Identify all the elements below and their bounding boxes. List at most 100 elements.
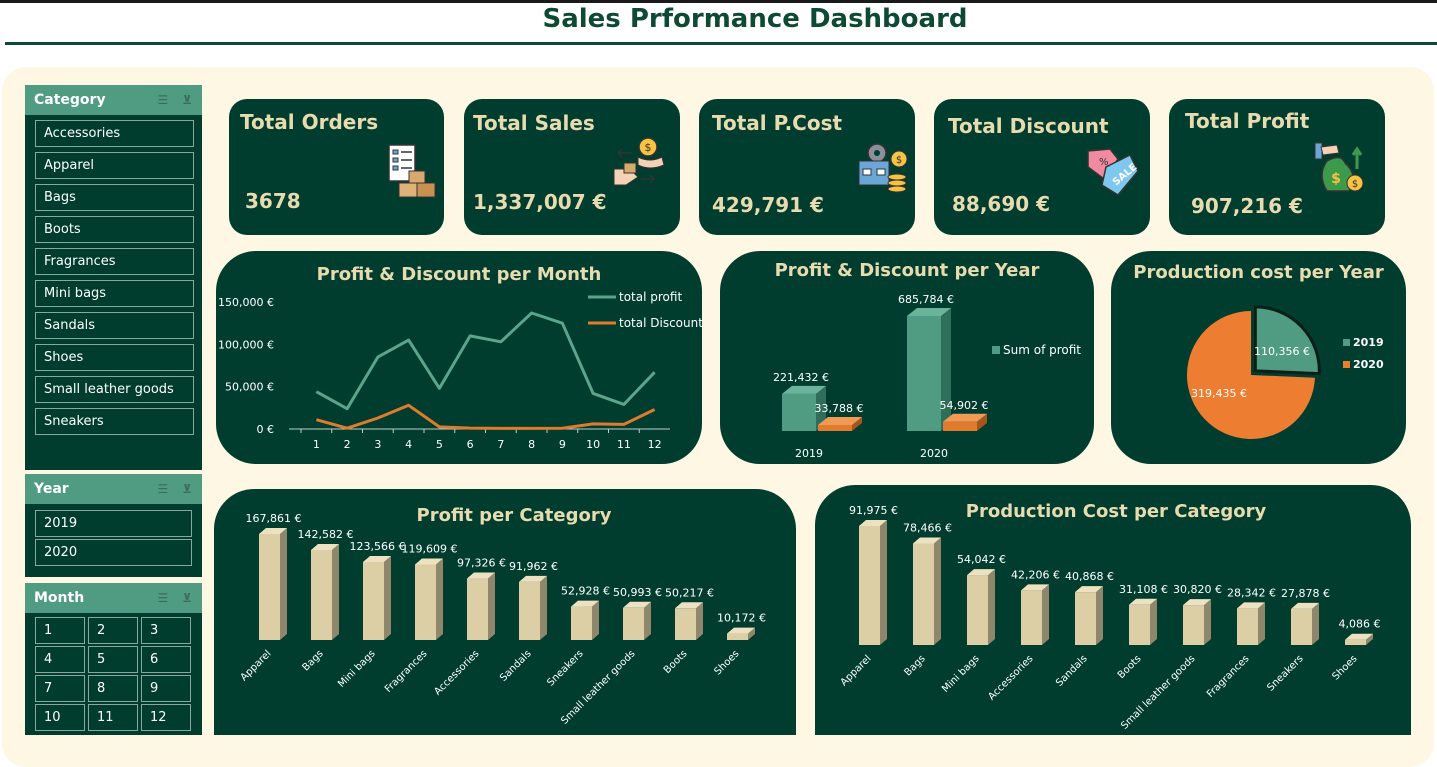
month-option[interactable]: 5 bbox=[88, 646, 138, 673]
yearly-bar-chart-card: Profit & Discount per Year 221,432 € 33,7… bbox=[720, 251, 1094, 464]
category-option[interactable]: Accessories bbox=[35, 120, 194, 147]
svg-text:$: $ bbox=[1331, 171, 1341, 187]
category-option[interactable]: Shoes bbox=[35, 344, 194, 371]
y-tick-label: 150,000 € bbox=[218, 296, 274, 309]
discount-bar-side bbox=[977, 413, 987, 431]
category-bar-top bbox=[415, 558, 443, 565]
multi-select-icon[interactable]: ☰ bbox=[157, 591, 169, 605]
discount-data-label: 54,902 € bbox=[940, 399, 989, 412]
yearly-pie-chart-card: Production cost per Year 110,356 € 319,43… bbox=[1111, 251, 1406, 464]
legend-label-2020: 2020 bbox=[1353, 358, 1384, 371]
profit-data-label: 221,432 € bbox=[773, 371, 829, 384]
year-slicer-title: Year bbox=[34, 481, 69, 497]
x-tick-label: Sandals bbox=[1054, 653, 1090, 689]
x-tick-label: Accessories bbox=[432, 648, 481, 697]
category-option[interactable]: Boots bbox=[35, 216, 194, 243]
category-bar-side bbox=[1204, 599, 1211, 645]
category-bar bbox=[467, 578, 488, 640]
svg-text:$: $ bbox=[645, 141, 652, 154]
profit-data-label: 685,784 € bbox=[898, 293, 954, 306]
year-option[interactable]: 2019 bbox=[35, 510, 192, 537]
month-option[interactable]: 11 bbox=[88, 704, 138, 731]
month-option[interactable]: 7 bbox=[35, 675, 85, 702]
category-bar-top bbox=[623, 601, 651, 608]
chart-title: Profit per Category bbox=[416, 505, 612, 526]
bar-data-label: 97,326 € bbox=[457, 557, 506, 570]
category-option[interactable]: Mini bags bbox=[35, 280, 194, 307]
month-option[interactable]: 1 bbox=[35, 617, 85, 644]
month-option[interactable]: 12 bbox=[141, 704, 191, 731]
profit-bar-top bbox=[782, 385, 826, 394]
clear-filter-icon[interactable]: ⊻ bbox=[182, 591, 192, 605]
category-option[interactable]: Fragrances bbox=[35, 248, 194, 275]
category-option[interactable]: Apparel bbox=[35, 152, 194, 179]
category-bar-top bbox=[259, 528, 287, 534]
category-bar bbox=[363, 561, 384, 640]
kpi-value: 1,337,007 € bbox=[473, 190, 607, 214]
category-bar-side bbox=[332, 543, 339, 640]
top-border bbox=[0, 0, 1437, 3]
category-bar-side bbox=[592, 600, 599, 640]
clear-filter-icon[interactable]: ⊻ bbox=[182, 482, 192, 496]
x-tick-label: 9 bbox=[559, 438, 566, 451]
month-option[interactable]: 4 bbox=[35, 646, 85, 673]
legend-swatch-2019 bbox=[1343, 339, 1350, 346]
category-bar-top bbox=[727, 627, 755, 634]
x-tick-label: 1 bbox=[313, 438, 320, 451]
category-option[interactable]: Small leather goods bbox=[35, 376, 194, 403]
bar-data-label: 119,609 € bbox=[402, 542, 458, 555]
discount-line bbox=[315, 403, 656, 430]
category-bar bbox=[727, 633, 748, 640]
category-bar-top bbox=[675, 602, 703, 609]
bar-data-label: 30,820 € bbox=[1173, 583, 1222, 596]
month-option[interactable]: 9 bbox=[141, 675, 191, 702]
month-slicer-header: Month ☰ ⊻ bbox=[25, 583, 202, 613]
year-slicer-header: Year ☰ ⊻ bbox=[25, 474, 202, 504]
chart-title: Profit & Discount per Year bbox=[774, 260, 1040, 281]
money-exchange-icon: $ bbox=[613, 137, 665, 186]
legend-label-2019: 2019 bbox=[1353, 336, 1384, 349]
bar-data-label: 27,878 € bbox=[1281, 587, 1330, 600]
x-tick-label: 10 bbox=[586, 438, 600, 451]
svg-text:%: % bbox=[1099, 157, 1109, 168]
bar-data-label: 50,217 € bbox=[665, 586, 714, 599]
category-option[interactable]: Sneakers bbox=[35, 408, 194, 435]
discount-bar-top bbox=[818, 417, 862, 425]
category-option[interactable]: Sandals bbox=[35, 312, 194, 339]
category-bar bbox=[259, 534, 280, 640]
month-option[interactable]: 3 bbox=[141, 617, 191, 644]
multi-select-icon[interactable]: ☰ bbox=[157, 93, 169, 107]
checklist-boxes-icon bbox=[388, 144, 436, 198]
x-tick-label: Boots bbox=[662, 648, 690, 676]
kpi-value: 88,690 € bbox=[952, 192, 1051, 216]
bar-data-label: 52,928 € bbox=[561, 585, 610, 598]
month-option[interactable]: 8 bbox=[88, 675, 138, 702]
month-option[interactable]: 10 bbox=[35, 704, 85, 731]
kpi-value: 907,216 € bbox=[1191, 194, 1303, 218]
pcost-category-chart: 91,975 € Apparel 78,466 € Bags 54,042 € Mini … bbox=[839, 504, 1381, 732]
category-bar-side bbox=[540, 575, 547, 640]
yearly-pie-chart: 110,356 € 319,435 € 2019 2020 bbox=[1187, 305, 1384, 439]
month-slicer-title: Month bbox=[34, 590, 85, 606]
category-bar-side bbox=[880, 520, 887, 645]
month-option[interactable]: 6 bbox=[141, 646, 191, 673]
x-tick-label: 6 bbox=[467, 438, 474, 451]
x-tick-label: 4 bbox=[405, 438, 412, 451]
x-tick-label: Shoes bbox=[1331, 653, 1360, 682]
clear-filter-icon[interactable]: ⊻ bbox=[182, 93, 192, 107]
kpi-card-discount: Total Discount 88,690 € % SALE bbox=[934, 99, 1150, 235]
kpi-card-orders: Total Orders 3678 bbox=[229, 99, 444, 235]
category-option[interactable]: Bags bbox=[35, 184, 194, 211]
x-tick-label: 8 bbox=[528, 438, 535, 451]
category-bar bbox=[1129, 604, 1150, 645]
multi-select-icon[interactable]: ☰ bbox=[157, 482, 169, 496]
category-bar bbox=[623, 607, 644, 640]
x-tick-label: Apparel bbox=[239, 648, 274, 683]
x-tick-label: Bags bbox=[902, 653, 927, 678]
x-tick-label: Boots bbox=[1116, 653, 1144, 681]
month-option[interactable]: 2 bbox=[88, 617, 138, 644]
year-option[interactable]: 2020 bbox=[35, 539, 192, 566]
category-bar-top bbox=[1183, 599, 1211, 606]
monthly-line-chart-card: Profit & Discount per Month 0 € 50,000 € 1… bbox=[216, 251, 702, 464]
category-bar-top bbox=[1291, 602, 1319, 609]
